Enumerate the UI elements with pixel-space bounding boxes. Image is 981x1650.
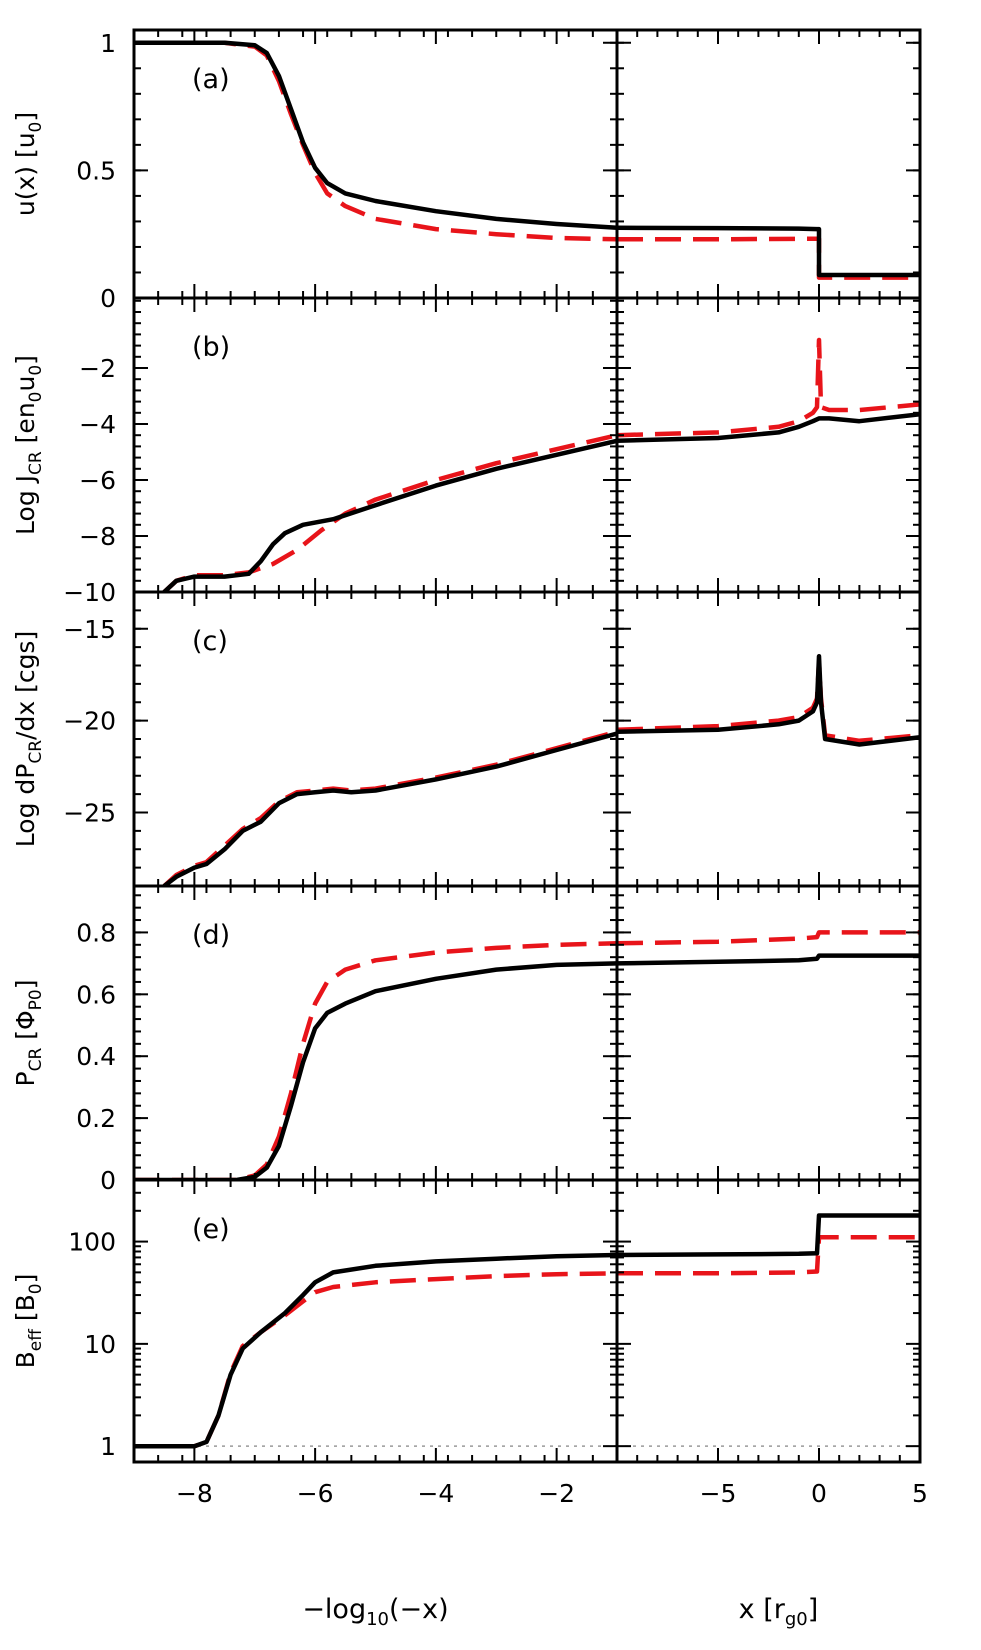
panel-a: 0 0.5 1 (a) u(x) [u0] <box>11 28 922 313</box>
ytick-label-e: 10 <box>84 1330 116 1359</box>
panel-e: 1 10 100 (e) Beff [B0] <box>11 1178 922 1464</box>
xtick-label-left: −6 <box>297 1479 334 1508</box>
ytick-label-e: 100 <box>68 1228 116 1257</box>
series-dashed-b-right <box>617 337 920 438</box>
ytick-label-b: −8 <box>79 522 116 551</box>
ytick-label-d: 0.6 <box>76 980 116 1009</box>
axes-frame-a-right <box>615 28 922 300</box>
series-solid-b-right <box>617 411 920 444</box>
panel-b: −10 −8 −6 −4 −2 (b) Log JCR [en0u0] <box>11 296 922 607</box>
panel-tag-a: (a) <box>192 64 230 95</box>
series-dashed-e-left <box>134 1271 617 1449</box>
xtick-label-right: 0 <box>811 1479 827 1508</box>
axes-frame-c-right <box>615 590 922 888</box>
ytick-label-c: −20 <box>63 707 116 736</box>
series-dashed-a-right <box>617 236 920 280</box>
ytick-label-d: 0.4 <box>76 1042 116 1071</box>
series-solid-d-left <box>134 961 617 1180</box>
panel-tag-b: (b) <box>192 332 230 363</box>
xtick-label-right: 5 <box>912 1479 928 1508</box>
series-solid-a-left <box>134 40 617 231</box>
ytick-label-d: 0 <box>100 1166 116 1195</box>
ytick-label-a: 0 <box>100 284 116 313</box>
series-solid-b-left <box>162 438 617 592</box>
ytick-label-a: 0.5 <box>76 156 116 185</box>
panel-d: 0 0.2 0.4 0.6 0.8 (d) PCR [ΦP0] <box>11 884 922 1195</box>
series-solid-a-right <box>617 225 920 278</box>
ylabel-b: Log JCR [en0u0] <box>11 355 46 535</box>
series-solid-d-right <box>617 953 920 966</box>
xtick-label-left: −2 <box>538 1479 575 1508</box>
xtick-label-left: −8 <box>176 1479 213 1508</box>
axes-frame-d-right <box>615 884 922 1182</box>
right-xlabel: x [rg0] <box>739 1594 819 1630</box>
panel-tag-d: (d) <box>192 920 230 951</box>
series-solid-e-left <box>134 1252 617 1449</box>
ytick-label-b: −2 <box>79 354 116 383</box>
ytick-label-c: −15 <box>63 615 116 644</box>
xtick-label-right: −5 <box>700 1479 737 1508</box>
ytick-label-a: 1 <box>100 29 116 58</box>
series-dashed-d-left <box>134 941 617 1180</box>
series-dashed-e-right <box>617 1235 920 1276</box>
ylabel-e: Beff [B0] <box>11 1274 46 1369</box>
axes-frame-e-right <box>615 1178 922 1464</box>
ytick-label-b: −6 <box>79 466 116 495</box>
axes-frame-b-right <box>615 296 922 594</box>
series-solid-c-left <box>162 731 617 886</box>
panel-tag-c: (c) <box>192 626 228 657</box>
ytick-label-b: −4 <box>79 410 116 439</box>
panel-c: −25 −20 −15 (c) Log dPCR/dx [cgs] <box>11 590 922 888</box>
ytick-label-b: −10 <box>63 578 116 607</box>
xtick-label-left: −4 <box>417 1479 454 1508</box>
series-solid-c-right <box>617 654 920 747</box>
ylabel-a: u(x) [u0] <box>11 112 46 216</box>
series-dashed-d-right <box>617 930 920 946</box>
ytick-label-e: 1 <box>100 1432 116 1461</box>
series-solid-e-right <box>617 1213 920 1258</box>
ylabel-c: Log dPCR/dx [cgs] <box>11 631 46 847</box>
ytick-label-d: 0.2 <box>76 1104 116 1133</box>
series-dashed-c-left <box>162 729 617 886</box>
ytick-label-d: 0.8 <box>76 918 116 947</box>
panel-tag-e: (e) <box>192 1214 230 1245</box>
ylabel-d: PCR [ΦP0] <box>11 980 46 1087</box>
left-xlabel: −log10(−x) <box>302 1594 448 1630</box>
ytick-label-c: −25 <box>63 799 116 828</box>
